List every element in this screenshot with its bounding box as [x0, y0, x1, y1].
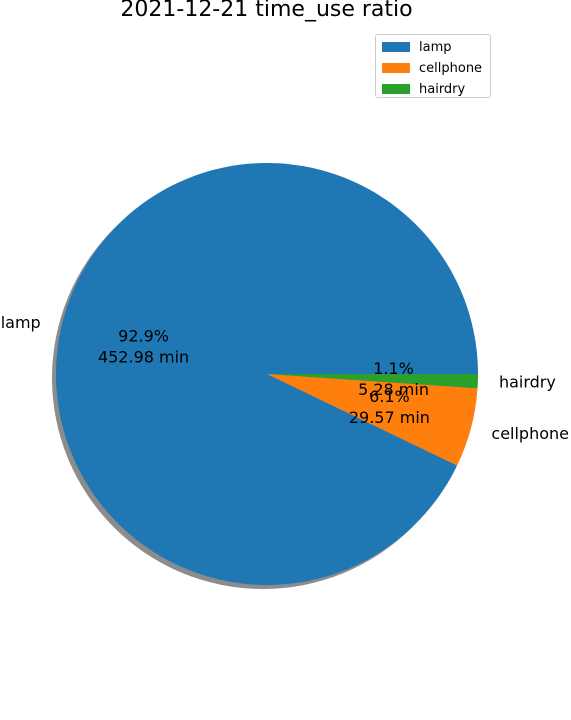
legend-label-cellphone: cellphone [419, 61, 482, 76]
percent-label-hairdry: 1.1% [373, 359, 414, 378]
category-label-hairdry: hairdry [499, 372, 556, 391]
category-label-lamp: lamp [1, 313, 41, 332]
legend-swatch-lamp [382, 42, 410, 52]
legend-item-hairdry: hairdry [382, 82, 465, 96]
legend-label-lamp: lamp [419, 40, 452, 55]
legend-item-lamp: lamp [382, 40, 452, 54]
category-label-cellphone: cellphone [491, 424, 569, 443]
legend: lamp cellphone hairdry [375, 34, 491, 98]
value-label-cellphone: 29.57 min [349, 408, 430, 427]
legend-label-hairdry: hairdry [419, 82, 465, 97]
legend-item-cellphone: cellphone [382, 61, 482, 75]
value-label-hairdry: 5.28 min [358, 380, 429, 399]
value-label-lamp: 452.98 min [98, 347, 189, 366]
legend-swatch-cellphone [382, 63, 410, 73]
percent-label-lamp: 92.9% [118, 326, 169, 345]
legend-swatch-hairdry [382, 84, 410, 94]
